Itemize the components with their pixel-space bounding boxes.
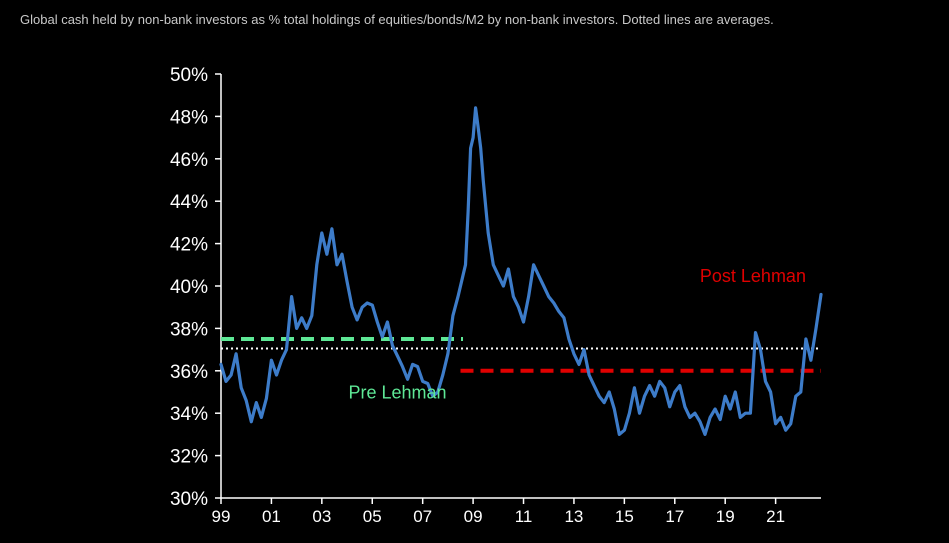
chart-title: Global cash held by non-bank investors a…	[20, 12, 774, 27]
x-tick-label: 11	[515, 507, 533, 526]
x-tick-label: 15	[615, 507, 634, 526]
series-lines	[219, 106, 823, 436]
x-tick-label: 21	[766, 507, 785, 526]
x-tick-label: 19	[716, 507, 735, 526]
y-tick-label: 32%	[170, 447, 208, 468]
x-tick-label: 07	[413, 507, 432, 526]
x-tick-label: 17	[665, 507, 684, 526]
y-tick-label: 46%	[170, 150, 208, 171]
y-tick-label: 38%	[170, 319, 208, 340]
x-tick-label: 03	[312, 507, 331, 526]
series-line	[219, 106, 823, 436]
x-tick-label: 01	[262, 507, 281, 526]
average-lines	[221, 337, 821, 373]
x-tick-label: 05	[363, 507, 382, 526]
y-tick-label: 30%	[170, 489, 208, 510]
annotations: Pre Lehman Post Lehman	[348, 266, 806, 403]
x-tick-label: 09	[464, 507, 483, 526]
y-tick-label: 48%	[170, 107, 208, 128]
y-tick-label: 44%	[170, 192, 208, 213]
annotation-pre-lehman: Pre Lehman	[348, 382, 446, 402]
annotation-post-lehman: Post Lehman	[700, 266, 806, 286]
x-tick-label: 99	[212, 507, 231, 526]
x-tick-label: 13	[564, 507, 583, 526]
y-tick-label: 36%	[170, 362, 208, 383]
y-tick-label: 50%	[170, 65, 208, 86]
y-tick-label: 42%	[170, 235, 208, 256]
plot-area: 30% 32% 34% 36% 38% 40% 42% 44% 46% 48% 50% 99 01 03…	[170, 65, 823, 526]
y-tick-label: 34%	[170, 404, 208, 425]
y-axis-ticks: 30% 32% 34% 36% 38% 40% 42% 44% 46% 48% 50%	[170, 65, 221, 510]
x-axis-ticks: 99 01 03 05 07 09 11 13 15 17 19 21	[212, 498, 785, 526]
y-tick-label: 40%	[170, 277, 208, 298]
